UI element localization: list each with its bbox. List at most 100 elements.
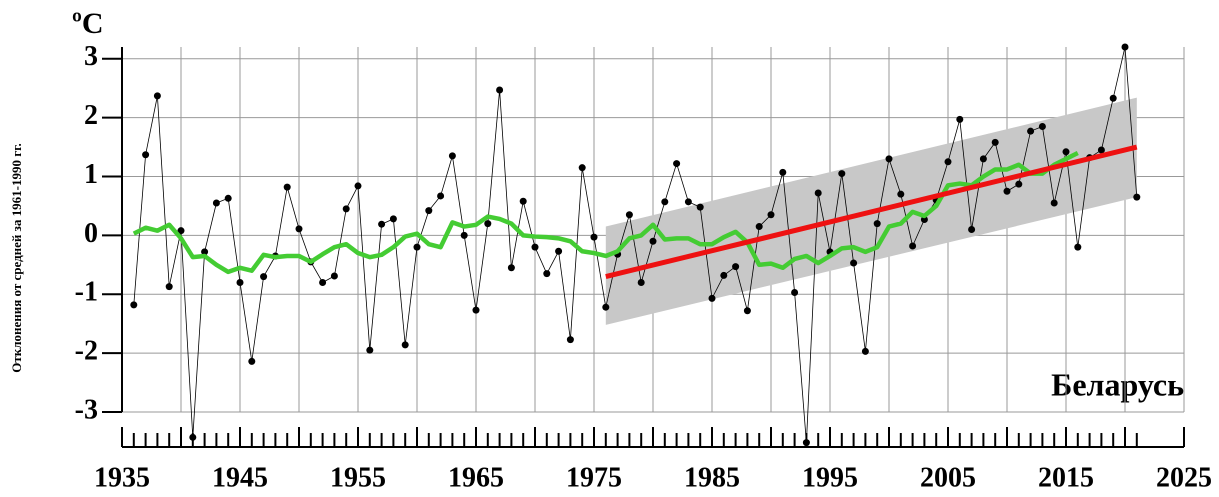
- data-point: [1097, 146, 1105, 154]
- data-point: [354, 182, 362, 190]
- data-point: [1003, 187, 1011, 195]
- data-point: [661, 198, 669, 206]
- data-point: [885, 155, 893, 163]
- y-tick-label: 0: [84, 218, 98, 249]
- data-point: [153, 92, 161, 100]
- data-point: [130, 301, 138, 309]
- data-point: [224, 194, 232, 202]
- data-point: [1121, 43, 1129, 51]
- data-point: [1015, 180, 1023, 188]
- x-tick-label: 1955: [330, 462, 386, 493]
- data-point: [201, 248, 209, 256]
- data-point: [755, 223, 763, 231]
- data-point: [366, 346, 374, 354]
- data-point: [283, 183, 291, 191]
- y-tick-label: 2: [84, 100, 98, 131]
- data-point: [649, 237, 657, 245]
- data-point: [1109, 94, 1117, 102]
- data-point: [142, 151, 150, 159]
- x-tick-label: 1945: [212, 462, 268, 493]
- data-point: [236, 278, 244, 286]
- data-point: [389, 215, 397, 223]
- x-tick-label: 2025: [1156, 462, 1212, 493]
- x-tick-label: 1995: [802, 462, 858, 493]
- data-point: [472, 306, 480, 314]
- data-point: [260, 273, 268, 281]
- y-tick-label: 3: [84, 41, 98, 72]
- data-point: [956, 115, 964, 123]
- data-point: [602, 303, 610, 311]
- data-point: [425, 207, 433, 215]
- data-point: [637, 278, 645, 286]
- data-point: [507, 264, 515, 272]
- data-point: [708, 294, 716, 302]
- data-point: [897, 190, 905, 198]
- data-point: [177, 227, 185, 235]
- data-point: [448, 152, 456, 160]
- data-point: [555, 247, 563, 255]
- data-point: [625, 211, 633, 219]
- data-point: [330, 272, 338, 280]
- y-tick-label: -3: [75, 394, 98, 425]
- data-point: [850, 259, 858, 267]
- data-point: [696, 203, 704, 211]
- x-tick-label: 1965: [448, 462, 504, 493]
- data-point: [873, 220, 881, 228]
- data-point: [212, 199, 220, 207]
- y-axis-label: Отклонения от средней за 1961-1990 гг.: [9, 143, 24, 373]
- data-point: [684, 198, 692, 206]
- data-point: [991, 138, 999, 146]
- data-point: [802, 439, 810, 447]
- data-point: [814, 189, 822, 197]
- data-point: [1027, 127, 1035, 135]
- data-point: [189, 433, 197, 441]
- data-point: [413, 243, 421, 251]
- trend-line: [605, 144, 1138, 280]
- x-tick-label: 1935: [94, 462, 150, 493]
- data-point: [743, 307, 751, 315]
- data-point: [248, 357, 256, 365]
- data-point: [732, 263, 740, 271]
- data-point: [838, 170, 846, 178]
- data-point: [720, 271, 728, 279]
- data-point: [484, 220, 492, 228]
- data-point: [566, 336, 574, 344]
- data-point: [779, 168, 787, 176]
- y-tick-label: -2: [75, 336, 98, 367]
- data-point: [295, 225, 303, 233]
- annotation: Беларусь: [1051, 366, 1184, 402]
- data-point: [1074, 243, 1082, 251]
- data-point: [519, 197, 527, 205]
- data-point: [460, 231, 468, 239]
- data-point: [1062, 148, 1070, 156]
- data-point: [342, 205, 350, 213]
- smoothed-line: [132, 150, 1079, 275]
- annual-line: [133, 46, 1138, 444]
- data-point: [944, 158, 952, 166]
- data-point: [590, 233, 598, 241]
- data-point: [1038, 122, 1046, 130]
- data-point: [968, 226, 976, 233]
- data-point: [578, 164, 586, 172]
- data-point: [979, 155, 987, 163]
- data-point: [401, 341, 409, 349]
- x-tick-label: 1985: [684, 462, 740, 493]
- data-point: [767, 211, 775, 219]
- data-point: [861, 347, 869, 355]
- data-point: [909, 242, 917, 250]
- data-point: [319, 278, 327, 286]
- data-point: [531, 243, 539, 251]
- data-point: [165, 283, 173, 291]
- y-tick-label: 1: [84, 159, 98, 190]
- unit-label: ºC: [72, 7, 104, 40]
- data-point: [1133, 193, 1141, 201]
- data-point: [791, 288, 799, 296]
- data-point: [920, 215, 928, 223]
- data-point: [437, 192, 445, 200]
- x-tick-label: 2005: [920, 462, 976, 493]
- data-point: [673, 160, 681, 168]
- data-point: [1050, 199, 1058, 207]
- x-tick-label: 1975: [566, 462, 622, 493]
- y-tick-label: -1: [75, 277, 98, 308]
